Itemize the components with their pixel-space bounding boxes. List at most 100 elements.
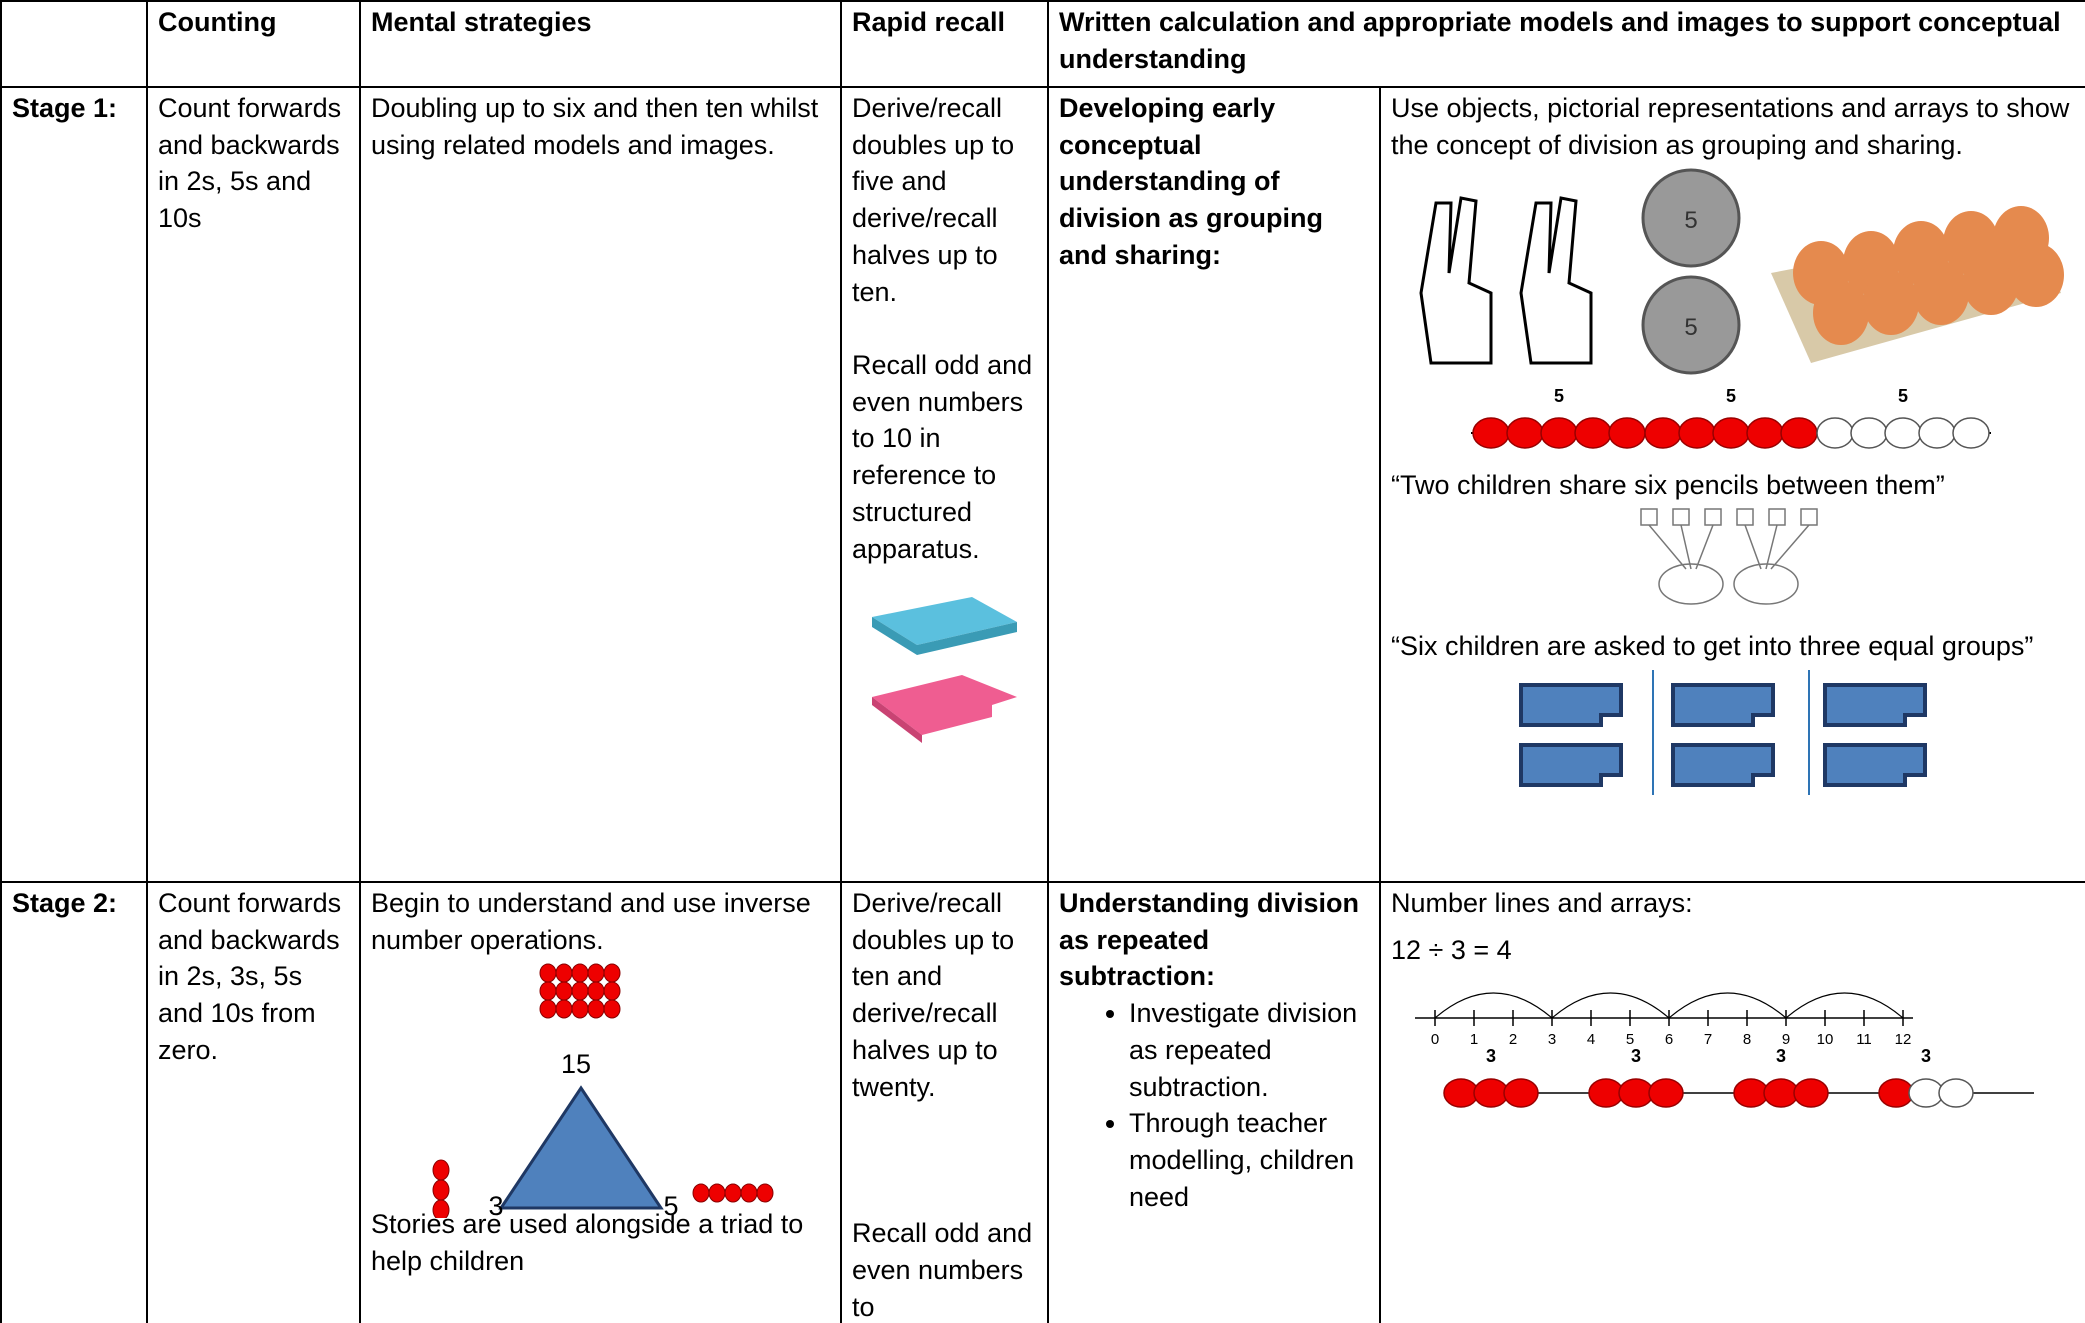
bead — [1648, 1078, 1684, 1109]
triad-number: 3 — [488, 1191, 503, 1218]
bead — [571, 981, 589, 1001]
quote: “Six children are asked to get into thre… — [1391, 631, 2034, 662]
tick-label: 5 — [1626, 1031, 1634, 1048]
bead — [571, 963, 589, 983]
jump-arc — [1434, 992, 1553, 1019]
header-cell: Counting — [146, 0, 361, 88]
bead — [1763, 1078, 1799, 1109]
paragraph: Derive/recall doubles up to ten and deri… — [852, 888, 1015, 1102]
bead — [1473, 1078, 1509, 1109]
bead-label: 5 — [1554, 388, 1564, 406]
triad-number: 15 — [561, 1049, 591, 1079]
bead-string: 5 5 5 — [1471, 388, 1991, 450]
tick-label: 10 — [1817, 1031, 1834, 1048]
tray — [872, 617, 1017, 656]
bead — [1780, 417, 1818, 450]
bead — [1540, 417, 1578, 450]
bead-label: 3 — [1776, 1048, 1786, 1066]
header-row: Counting Mental strategies Rapid recall … — [0, 0, 2085, 88]
bead-string: 3 3 3 3 — [1443, 1048, 2034, 1109]
tick-label: 9 — [1782, 1031, 1790, 1048]
bead — [587, 963, 605, 983]
bead — [1506, 417, 1544, 450]
header-cell — [0, 0, 148, 88]
bead-label: 3 — [1631, 1048, 1641, 1066]
equation: 12 ÷ 3 = 4 — [1391, 934, 1512, 965]
bullet: Investigate division as repeated subtrac… — [1129, 995, 1369, 1105]
jump-arc — [1785, 992, 1904, 1019]
tray — [872, 697, 922, 744]
written-cell: Use objects, pictorial representations a… — [1379, 86, 2085, 883]
bead — [1588, 1078, 1624, 1109]
bead — [603, 963, 621, 983]
paragraph: Stories are used alongside a triad to he… — [371, 1209, 804, 1277]
tick-label: 12 — [1895, 1031, 1912, 1048]
bead — [1443, 1078, 1479, 1109]
paragraph: Recall odd and even numbers to 10 in ref… — [852, 350, 1033, 564]
egg-box — [1771, 206, 2064, 364]
bead — [1918, 417, 1956, 450]
bead — [1816, 417, 1854, 450]
objects-images: 5 5 — [1419, 168, 2064, 375]
bead — [539, 963, 557, 983]
bead — [1618, 1078, 1654, 1109]
bead — [555, 999, 573, 1019]
bead — [1644, 417, 1682, 450]
bead — [756, 1183, 774, 1203]
coin-label: 5 — [1684, 314, 1697, 341]
bead — [587, 981, 605, 1001]
rapid-cell: Derive/recall doubles up to five and der… — [840, 86, 1049, 883]
triad-number: 5 — [663, 1191, 678, 1218]
bead — [603, 981, 621, 1001]
coin-label: 5 — [1684, 207, 1697, 234]
bead — [708, 1183, 726, 1203]
stage-row: Stage 1: Count forwards and backwards in… — [0, 86, 2085, 883]
bead — [555, 963, 573, 983]
bead — [571, 999, 589, 1019]
bead — [1884, 417, 1922, 450]
jump-arc — [1551, 992, 1670, 1019]
counting-cell: Count forwards and backwards in 2s, 3s, … — [146, 880, 361, 1323]
bead — [1712, 417, 1750, 450]
tick-label: 0 — [1431, 1031, 1439, 1048]
tick-label: 8 — [1743, 1031, 1751, 1048]
tick-label: 7 — [1704, 1031, 1712, 1048]
bead — [1938, 1078, 1974, 1109]
bead — [1850, 417, 1888, 450]
bead-label: 3 — [1486, 1048, 1496, 1066]
bead-label: 5 — [1726, 388, 1736, 406]
bead — [1608, 417, 1646, 450]
bead — [1878, 1078, 1914, 1109]
bead — [1574, 417, 1612, 450]
heading: Understanding division as repeated subtr… — [1059, 888, 1360, 992]
bead — [539, 981, 557, 1001]
bullet-list: Investigate division as repeated subtrac… — [1059, 995, 1369, 1215]
groups-diagram — [1519, 669, 1927, 795]
bead — [692, 1183, 710, 1203]
header-cell: Rapid recall — [840, 0, 1049, 88]
bead — [1503, 1078, 1539, 1109]
bead — [1733, 1078, 1769, 1109]
tick-label: 11 — [1856, 1031, 1872, 1048]
paragraph: Begin to understand and use inverse numb… — [371, 888, 811, 955]
tray-images — [872, 597, 1017, 744]
tick-label: 2 — [1509, 1031, 1517, 1048]
bead — [432, 1159, 450, 1181]
heading-cell: Developing early conceptual understandin… — [1047, 86, 1381, 883]
tick-label: 4 — [1587, 1031, 1595, 1048]
tick-label: 6 — [1665, 1031, 1673, 1048]
coins: 5 5 — [1641, 168, 1741, 375]
bead-label: 3 — [1921, 1048, 1931, 1066]
paragraph: Derive/recall doubles up to five and der… — [852, 93, 1015, 307]
stage-cell: Stage 2: — [0, 880, 148, 1323]
bead — [539, 999, 557, 1019]
bead — [432, 1199, 450, 1219]
bead — [432, 1179, 450, 1201]
stage-row: Stage 2: Count forwards and backwards in… — [0, 880, 2085, 1323]
heading-cell: Understanding division as repeated subtr… — [1047, 880, 1381, 1323]
tick-label: 3 — [1548, 1031, 1556, 1048]
bead — [1908, 1078, 1944, 1109]
paragraph: Recall odd and even numbers to — [852, 1218, 1033, 1322]
